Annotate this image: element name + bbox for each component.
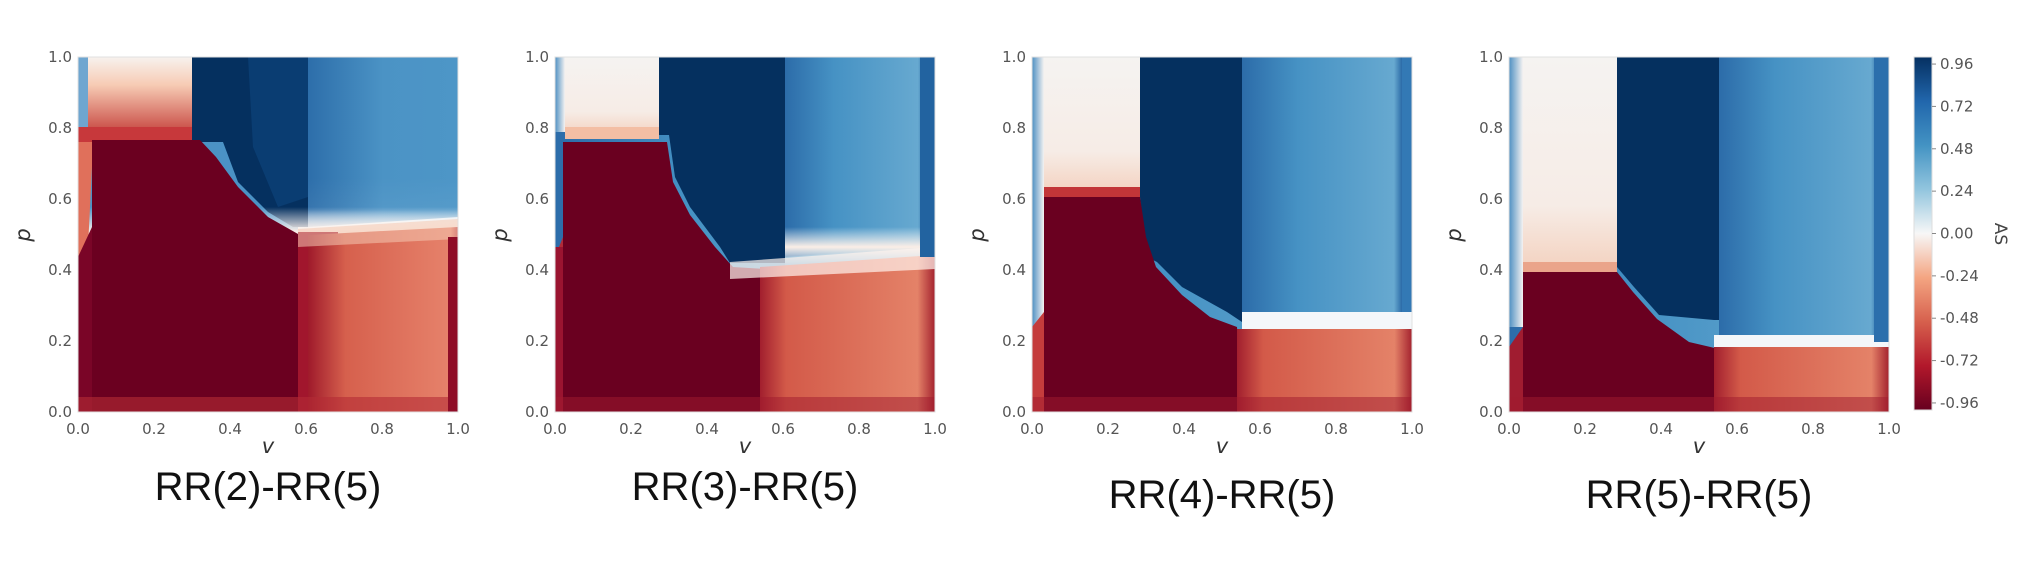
panel-2-ytick-label: 1.0 (525, 48, 549, 66)
colorbar-ticks: -0.96 -0.72 -0.48 -0.24 0.00 0.24 0.48 0.72 0.96 (1932, 55, 1979, 412)
panel-3-xtick-label: 0.4 (1172, 420, 1196, 438)
colorbar-tick-label: -0.72 (1940, 352, 1979, 370)
panel-1: 0.00.20.40.60.81.0 0.0 0.2 0.4 0.6 0.8 1.0 p … (11, 48, 470, 509)
panel-1-heatmap (78, 57, 458, 412)
panel-4-xtick-label: 0.0 (1497, 420, 1521, 438)
panel-1-ylabel: p (11, 228, 35, 242)
panel-3-ytick-label: 0.4 (1002, 261, 1026, 279)
panel-3: 0.00.20.40.60.81.0 0.0 0.2 0.4 0.6 0.8 1.0 p … (965, 48, 1424, 517)
panel-1-xtick-label: 0.4 (218, 420, 242, 438)
panel-1-xtick-label: 0.8 (370, 420, 394, 438)
colorbar-tick-label: -0.48 (1940, 309, 1979, 327)
colorbar-tick-label: 0.48 (1940, 140, 1973, 158)
panel-1-ytick-label: 0.2 (48, 332, 72, 350)
colorbar-tick-label: 0.72 (1940, 97, 1973, 115)
panel-4-xtick-label: 0.8 (1801, 420, 1825, 438)
panel-3-title: RR(4)-RR(5) (1109, 473, 1336, 517)
panel-2-x-ticks: 0.0 0.2 0.4 0.6 0.8 1.0 (543, 420, 947, 438)
panel-3-ytick-label: 0.0 (1002, 403, 1026, 421)
panel-2-xlabel: v (739, 434, 752, 458)
panel-4-xtick-label: 0.6 (1725, 420, 1749, 438)
panel-4-ytick-label: 1.0 (1479, 48, 1503, 66)
colorbar-tick-label: 0.00 (1940, 225, 1973, 243)
panel-1-xtick-label: 0.6 (294, 420, 318, 438)
panel-3-ytick-label: 0.8 (1002, 119, 1026, 137)
panel-4-title: RR(5)-RR(5) (1586, 473, 1813, 517)
panel-1-xtick-label: 0.0 (66, 420, 90, 438)
colorbar-tick-label: -0.96 (1940, 394, 1979, 412)
panel-3-y-ticks: 0.0 0.2 0.4 0.6 0.8 1.0 (1002, 48, 1026, 421)
panel-4-xtick-label: 0.4 (1649, 420, 1673, 438)
panel-3-xtick-label: 0.0 (1020, 420, 1044, 438)
panel-4-x-ticks: 0.0 0.2 0.4 0.6 0.8 1.0 (1497, 420, 1901, 438)
panel-3-ytick-label: 1.0 (1002, 48, 1026, 66)
panel-1-xlabel: v (262, 434, 275, 458)
panel-1-x-ticks: 0.0 0.2 0.4 0.6 0.8 1.0 (66, 420, 470, 438)
colorbar-gradient (1914, 57, 1932, 410)
panel-1-ytick-label: 0.4 (48, 261, 72, 279)
panel-3-ytick-label: 0.2 (1002, 332, 1026, 350)
panel-2-heatmap (555, 57, 935, 412)
panel-3-ytick-label: 0.6 (1002, 190, 1026, 208)
panel-4-xtick-label: 1.0 (1877, 420, 1901, 438)
panel-1-title: RR(2)-RR(5) (155, 465, 382, 509)
panel-2-xtick-label: 0.6 (771, 420, 795, 438)
panel-4: 0.00.20.40.60.81.0 0.0 0.2 0.4 0.6 0.8 1.0 p … (1442, 48, 1901, 517)
panel-2-ytick-label: 0.4 (525, 261, 549, 279)
panel-2-ylabel: p (488, 228, 512, 242)
panel-1-xtick-label: 1.0 (446, 420, 470, 438)
panel-3-xlabel: v (1216, 434, 1229, 458)
panel-4-xtick-label: 0.2 (1573, 420, 1597, 438)
colorbar: -0.96 -0.72 -0.48 -0.24 0.00 0.24 0.48 0.72 0.96… (1913, 55, 2010, 412)
panel-1-ytick-label: 1.0 (48, 48, 72, 66)
panel-2-ytick-label: 0.2 (525, 332, 549, 350)
panel-2-xtick-label: 1.0 (923, 420, 947, 438)
panel-4-ytick-label: 0.4 (1479, 261, 1503, 279)
panel-2-xtick-label: 0.8 (847, 420, 871, 438)
panel-1-ytick-label: 0.8 (48, 119, 72, 137)
panel-3-xtick-label: 0.6 (1248, 420, 1272, 438)
colorbar-label: AS (1990, 223, 2010, 245)
panel-4-y-ticks: 0.0 0.2 0.4 0.6 0.8 1.0 (1479, 48, 1503, 421)
panel-3-heatmap (1032, 57, 1412, 412)
panel-3-ylabel: p (965, 228, 989, 242)
panel-2-ytick-label: 0.0 (525, 403, 549, 421)
panel-4-ytick-label: 0.0 (1479, 403, 1503, 421)
colorbar-tick-label: 0.24 (1940, 182, 1973, 200)
panel-2-xtick-label: 0.2 (619, 420, 643, 438)
panel-2-xtick-label: 0.0 (543, 420, 567, 438)
panel-3-xtick-label: 1.0 (1400, 420, 1424, 438)
panel-2-ytick-label: 0.8 (525, 119, 549, 137)
panel-4-ylabel: p (1442, 228, 1466, 242)
panel-3-x-ticks: 0.0 0.2 0.4 0.6 0.8 1.0 (1020, 420, 1424, 438)
panel-2-title: RR(3)-RR(5) (632, 465, 859, 509)
panel-1-ytick-label: 0.0 (48, 403, 72, 421)
colorbar-tick-label: 0.96 (1940, 55, 1973, 73)
panel-1-y-ticks: 0.0 0.2 0.4 0.6 0.8 1.0 (48, 48, 72, 421)
panel-4-heatmap (1509, 57, 1889, 412)
panel-1-ytick-label: 0.6 (48, 190, 72, 208)
panel-1-xtick-label: 0.2 (142, 420, 166, 438)
panel-4-ytick-label: 0.8 (1479, 119, 1503, 137)
colorbar-tick-label: -0.24 (1940, 267, 1979, 285)
panel-2: 0.00.20.40.60.81.0 0.0 0.2 0.4 0.6 0.8 1.0 p … (488, 48, 947, 509)
panel-4-ytick-label: 0.2 (1479, 332, 1503, 350)
panel-4-ytick-label: 0.6 (1479, 190, 1503, 208)
panel-4-xlabel: v (1693, 434, 1706, 458)
panel-3-xtick-label: 0.8 (1324, 420, 1348, 438)
panel-2-ytick-label: 0.6 (525, 190, 549, 208)
panel-2-xtick-label: 0.4 (695, 420, 719, 438)
panel-3-xtick-label: 0.2 (1096, 420, 1120, 438)
panel-2-y-ticks: 0.0 0.2 0.4 0.6 0.8 1.0 (525, 48, 549, 421)
